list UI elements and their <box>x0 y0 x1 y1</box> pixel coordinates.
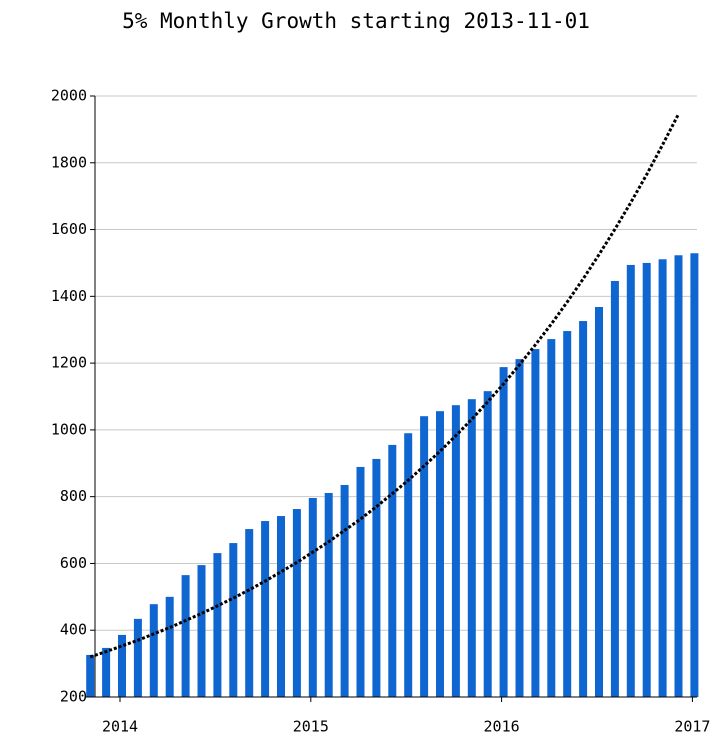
bar <box>467 399 476 697</box>
bar <box>404 433 413 697</box>
bar <box>165 596 174 697</box>
bar <box>451 405 460 697</box>
bar <box>133 618 142 697</box>
bar <box>197 565 206 697</box>
bar <box>102 647 111 697</box>
bar <box>658 259 667 697</box>
y-tick-label: 1000 <box>51 420 87 438</box>
bar <box>308 498 317 697</box>
bar <box>292 509 301 697</box>
bar <box>277 516 285 697</box>
bar <box>674 255 683 697</box>
bar <box>642 262 651 697</box>
bar <box>610 280 619 697</box>
x-tick-label: 2017 <box>674 718 710 736</box>
bar <box>245 529 254 697</box>
bar <box>213 553 222 697</box>
bar <box>229 543 238 697</box>
bar <box>515 359 524 697</box>
x-tick-label: 2016 <box>484 718 520 736</box>
bar <box>86 654 95 697</box>
y-tick-label: 400 <box>60 621 87 639</box>
y-tick-label: 800 <box>60 487 87 505</box>
bar <box>340 484 349 697</box>
growth-line <box>89 113 680 659</box>
x-tick-label: 2014 <box>102 718 138 736</box>
y-tick-label: 1400 <box>51 287 87 305</box>
bar <box>324 492 333 697</box>
y-tick-label: 1800 <box>51 153 87 171</box>
bar <box>626 264 635 697</box>
bar <box>372 458 381 697</box>
y-tick-label: 1600 <box>51 220 87 238</box>
bar <box>118 634 126 697</box>
x-tick-label: 2015 <box>293 718 329 736</box>
bar <box>149 604 158 697</box>
bar <box>531 349 540 697</box>
bar <box>579 321 588 697</box>
bar <box>261 521 270 697</box>
y-tick-label: 600 <box>60 554 87 572</box>
bar <box>595 307 603 697</box>
y-tick-label: 200 <box>60 688 87 706</box>
bar <box>690 253 699 698</box>
y-tick-label: 1200 <box>51 354 87 372</box>
bar <box>563 331 572 697</box>
chart-title: 5% Monthly Growth starting 2013-11-01 <box>122 9 590 33</box>
y-tick-label: 2000 <box>51 87 87 105</box>
bar <box>388 444 397 697</box>
bar <box>181 575 190 697</box>
bar <box>499 367 508 697</box>
bar <box>436 411 444 697</box>
bar <box>547 339 556 697</box>
bar <box>356 466 365 697</box>
bar <box>420 416 429 697</box>
bar <box>483 391 492 697</box>
